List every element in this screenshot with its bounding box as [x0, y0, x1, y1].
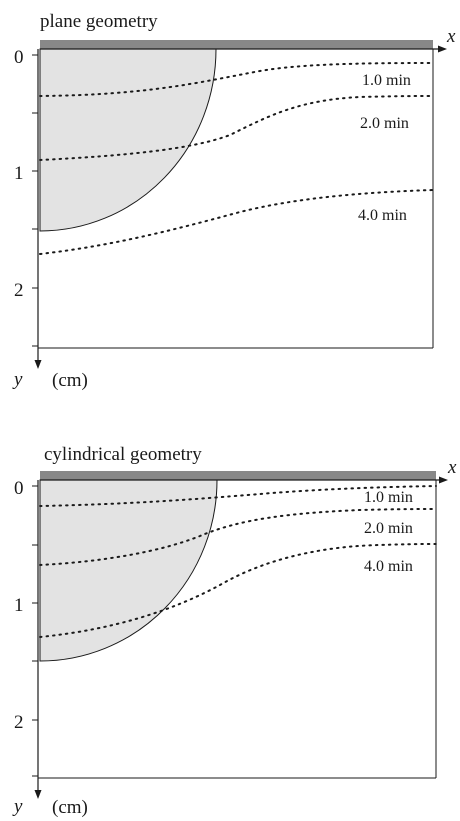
shaded-region [39, 479, 218, 662]
shaded-region [39, 48, 217, 232]
y-axis-unit: (cm) [52, 370, 88, 391]
curve-label-4min: 4.0 min [364, 558, 413, 575]
top-boundary-bar [40, 471, 436, 480]
y-axis-unit: (cm) [52, 797, 88, 818]
y-tick-label: 2 [14, 712, 24, 733]
curve-label-1min: 1.0 min [364, 489, 413, 506]
y-axis-arrow-icon [34, 790, 42, 799]
y-axis-label: y [12, 369, 23, 390]
front-curve-1min [39, 62, 434, 97]
x-axis-label: x [447, 457, 457, 478]
y-tick-label: 2 [14, 280, 24, 301]
panel-title: cylindrical geometry [44, 444, 202, 465]
x-axis-arrow-icon [439, 476, 448, 484]
y-axis-label: y [12, 796, 23, 817]
x-axis-label: x [446, 26, 456, 47]
y-axis-arrow-icon [34, 360, 42, 369]
front-curve-2min [39, 508, 437, 566]
y-tick-label: 0 [14, 47, 24, 68]
y-tick-label: 1 [14, 163, 24, 184]
curve-label-2min: 2.0 min [364, 520, 413, 537]
top-boundary-bar [40, 40, 433, 49]
y-tick-label: 0 [14, 478, 24, 499]
curve-label-4min: 4.0 min [358, 207, 407, 224]
y-tick-label: 1 [14, 595, 24, 616]
panel-cylindrical: cylindrical geometry x 0 1 2 y (cm) 1.0 … [12, 444, 457, 818]
x-axis-arrow-icon [438, 45, 447, 53]
front-curve-2min [39, 95, 434, 161]
curve-label-1min: 1.0 min [362, 72, 411, 89]
front-curve-4min [39, 543, 437, 638]
front-curve-1min [39, 485, 437, 507]
panel-title: plane geometry [40, 11, 158, 32]
panel-plane: plane geometry x 0 1 2 y (cm) 1.0 min 2.… [12, 11, 456, 391]
curve-label-2min: 2.0 min [360, 115, 409, 132]
